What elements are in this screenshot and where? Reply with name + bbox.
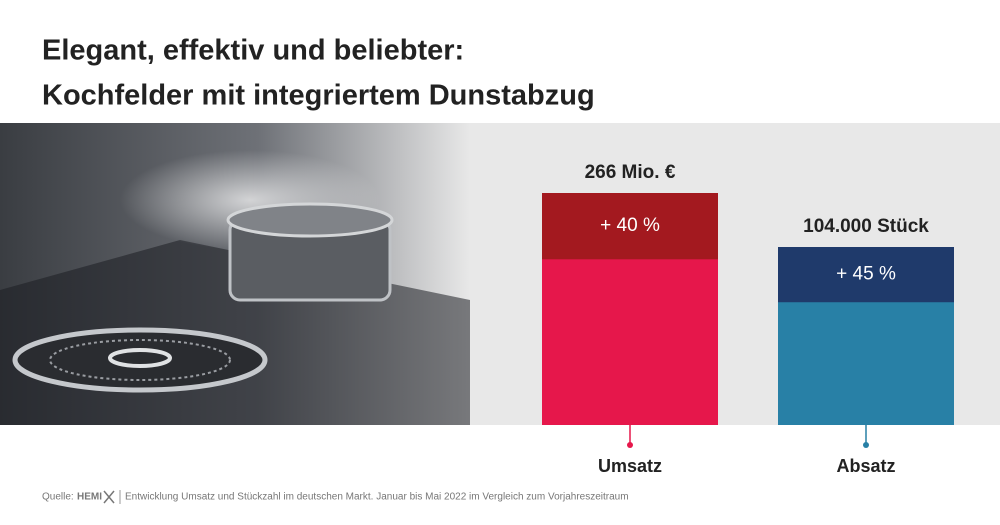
growth-segment [778,247,954,303]
source-label: Quelle: [42,492,74,503]
category-label: Absatz [836,456,895,476]
photo [0,123,470,425]
connector-dot [863,442,869,448]
source-brand: HEMI [77,492,102,503]
growth-label: + 40 % [600,215,660,236]
brand-icon [103,490,115,504]
source-text: Entwicklung Umsatz und Stückzahl im deut… [125,492,629,503]
growth-segment [542,193,718,260]
title: Elegant, effektiv und beliebter: [42,35,464,67]
total-label: 266 Mio. € [585,162,676,183]
total-label: 104.000 Stück [803,216,929,237]
title: Kochfelder mit integriertem Dunstabzug [42,80,595,112]
category-label: Umsatz [598,456,662,476]
growth-label: + 45 % [836,264,896,285]
connector-dot [627,442,633,448]
